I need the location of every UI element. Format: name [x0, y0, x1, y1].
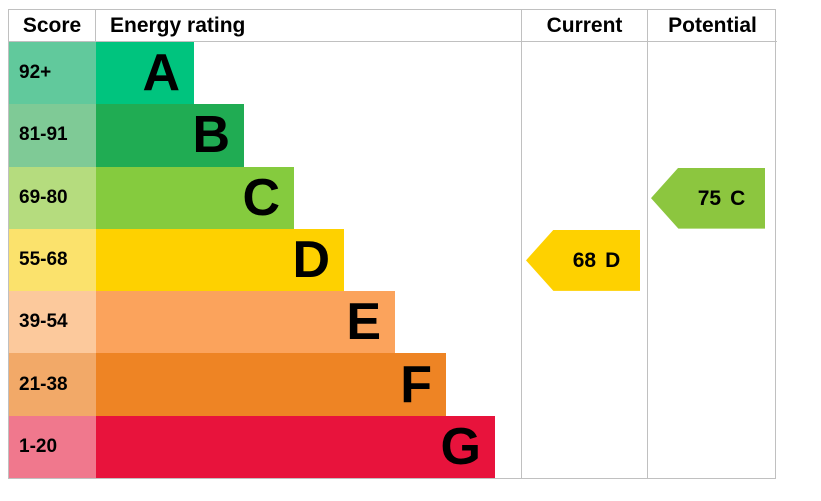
header-energy-rating: Energy rating — [96, 10, 521, 42]
score-range-g: 1-20 — [9, 415, 96, 478]
energy-band-row-b: B — [96, 104, 521, 167]
band-letter-e: E — [346, 293, 381, 352]
score-range-a: 92+ — [9, 42, 96, 105]
score-range-d: 55-68 — [9, 228, 96, 292]
score-range-e: 39-54 — [9, 291, 96, 354]
energy-band-row-e: E — [96, 291, 521, 354]
score-range-c: 69-80 — [9, 166, 96, 229]
band-letter-g: G — [440, 417, 481, 476]
energy-band-row-a: A — [96, 42, 521, 105]
energy-band-bar-a: A — [96, 42, 194, 105]
header-current: Current — [521, 10, 647, 42]
score-range-f: 21-38 — [9, 353, 96, 416]
band-letter-f: F — [400, 355, 432, 414]
energy-band-row-g: G — [96, 415, 521, 478]
energy-band-bar-e: E — [96, 291, 395, 354]
current-rating-value: 68 — [572, 248, 597, 272]
energy-band-bar-b: B — [96, 104, 244, 167]
band-letter-b: B — [192, 106, 230, 165]
current-rating-letter: D — [605, 248, 621, 272]
band-letter-a: A — [142, 44, 180, 103]
potential-rating-label: 75 C — [698, 188, 746, 209]
band-letter-d: D — [292, 230, 330, 289]
band-letter-c: C — [242, 168, 280, 227]
header-score: Score — [9, 10, 96, 42]
potential-rating-letter: C — [730, 186, 746, 210]
epc-table: Score Energy rating Current Potential 68… — [8, 9, 777, 479]
energy-band-bar-c: C — [96, 166, 294, 229]
current-column: 68 D — [521, 42, 647, 478]
potential-column: 75 C — [647, 42, 777, 478]
energy-band-row-c: C — [96, 166, 521, 229]
energy-band-bar-g: G — [96, 415, 495, 478]
energy-band-row-d: D — [96, 228, 521, 292]
potential-rating-value: 75 — [697, 186, 722, 210]
score-range-b: 81-91 — [9, 104, 96, 167]
current-rating-label: 68 D — [573, 250, 621, 271]
energy-band-row-f: F — [96, 353, 521, 416]
energy-band-bar-d: D — [96, 228, 344, 292]
potential-rating-arrow: 75 C — [651, 167, 765, 229]
header-potential: Potential — [647, 10, 777, 42]
energy-band-bar-f: F — [96, 353, 446, 416]
current-rating-arrow: 68 D — [526, 229, 640, 291]
